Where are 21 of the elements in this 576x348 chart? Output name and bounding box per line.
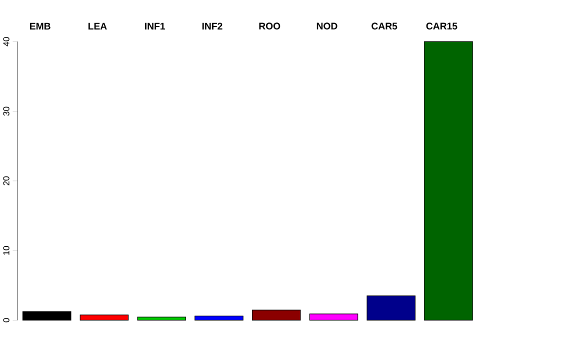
bar	[137, 316, 186, 320]
bar	[194, 316, 244, 320]
x-tick-label: CAR5	[372, 22, 398, 30]
y-tick-label: 10	[3, 246, 10, 255]
bar	[252, 310, 301, 320]
bar	[22, 311, 72, 320]
y-tick-label: 30	[3, 106, 10, 116]
x-tick-label: CAR15	[426, 22, 458, 30]
y-tick-label: 20	[3, 176, 10, 186]
x-tick-label: NOD	[316, 22, 338, 30]
x-tick-label: ROO	[259, 22, 280, 30]
y-tick-label: 0	[3, 318, 10, 322]
x-tick-label: LEA	[88, 22, 107, 30]
bar	[80, 314, 129, 320]
x-tick-label: INF1	[145, 22, 166, 30]
x-tick-label: EMB	[30, 22, 50, 30]
bar	[366, 295, 416, 320]
bar	[309, 314, 358, 320]
x-tick-label: INF2	[202, 22, 222, 30]
bar	[424, 41, 473, 320]
y-tick-label: 40	[3, 36, 10, 46]
